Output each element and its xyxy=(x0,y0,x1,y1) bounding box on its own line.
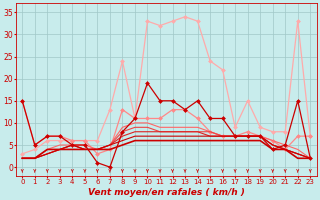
X-axis label: Vent moyen/en rafales ( km/h ): Vent moyen/en rafales ( km/h ) xyxy=(88,188,245,197)
